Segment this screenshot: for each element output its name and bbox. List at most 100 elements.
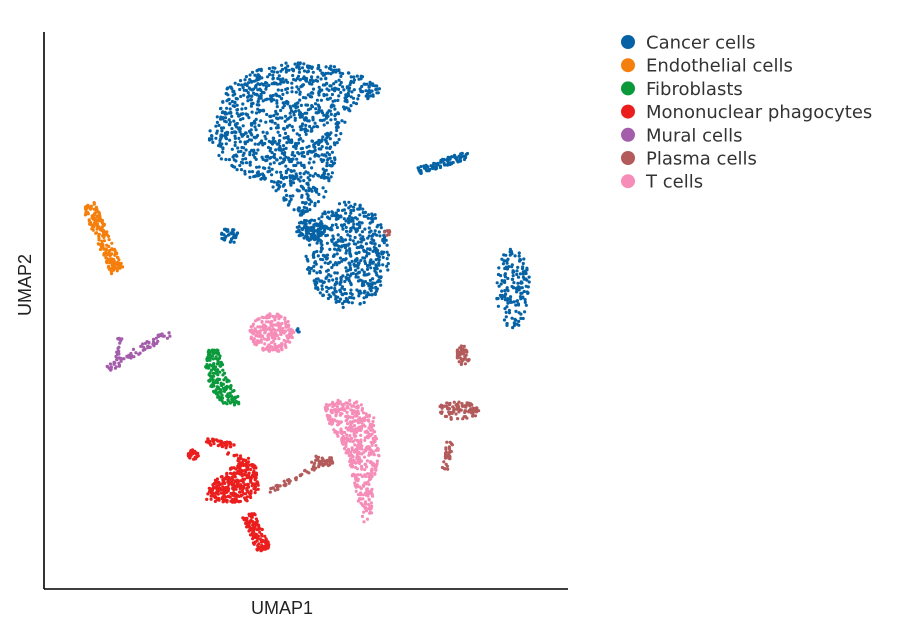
scatter-point bbox=[115, 269, 119, 273]
scatter-point bbox=[335, 430, 340, 434]
scatter-point bbox=[516, 302, 521, 306]
scatter-point bbox=[94, 222, 98, 226]
scatter-point bbox=[214, 392, 218, 396]
scatter-point bbox=[240, 489, 244, 493]
scatter-point bbox=[502, 259, 506, 263]
scatter-point bbox=[357, 426, 361, 430]
scatter-point bbox=[349, 95, 353, 99]
scatter-point bbox=[244, 106, 248, 110]
scatter-point bbox=[276, 130, 280, 134]
scatter-point bbox=[354, 434, 358, 438]
scatter-point bbox=[248, 73, 252, 77]
scatter-point bbox=[276, 88, 280, 92]
scatter-point bbox=[275, 82, 280, 86]
scatter-point bbox=[209, 497, 213, 501]
scatter-point bbox=[320, 284, 324, 288]
scatter-point bbox=[324, 168, 328, 172]
scatter-point bbox=[465, 416, 469, 420]
scatter-point bbox=[449, 410, 453, 415]
scatter-point bbox=[320, 145, 324, 149]
scatter-point bbox=[267, 139, 271, 143]
scatter-point bbox=[327, 153, 332, 157]
scatter-point bbox=[98, 247, 103, 252]
scatter-point bbox=[377, 275, 381, 279]
scatter-point bbox=[340, 285, 344, 289]
scatter-point bbox=[342, 208, 346, 212]
scatter-point bbox=[339, 90, 343, 95]
scatter-point bbox=[300, 113, 304, 117]
scatter-point bbox=[219, 388, 223, 392]
scatter-point bbox=[253, 491, 257, 495]
scatter-point bbox=[334, 261, 338, 265]
scatter-point bbox=[225, 380, 229, 384]
scatter-point bbox=[341, 301, 345, 306]
scatter-point bbox=[349, 283, 353, 287]
scatter-point bbox=[442, 404, 446, 408]
legend-label: Cancer cells bbox=[646, 33, 755, 54]
scatter-point bbox=[365, 293, 369, 298]
scatter-point bbox=[250, 484, 254, 488]
scatter-point bbox=[247, 116, 251, 120]
scatter-point bbox=[324, 65, 328, 69]
scatter-point bbox=[359, 428, 363, 432]
scatter-point bbox=[330, 164, 334, 168]
scatter-point bbox=[455, 407, 459, 411]
scatter-point bbox=[293, 118, 297, 122]
scatter-point bbox=[516, 281, 520, 285]
scatter-point bbox=[361, 237, 365, 242]
scatter-point bbox=[360, 268, 364, 272]
scatter-point bbox=[246, 460, 251, 464]
scatter-point bbox=[134, 351, 138, 355]
scatter-point bbox=[352, 242, 356, 246]
scatter-point bbox=[337, 402, 341, 406]
scatter-point bbox=[154, 336, 158, 340]
scatter-point bbox=[211, 487, 215, 491]
scatter-point bbox=[243, 78, 247, 82]
scatter-point bbox=[283, 131, 288, 135]
scatter-point bbox=[219, 106, 223, 110]
scatter-point bbox=[385, 233, 389, 237]
scatter-point bbox=[503, 275, 507, 279]
scatter-point bbox=[344, 266, 348, 270]
scatter-point bbox=[342, 243, 346, 247]
scatter-point bbox=[336, 98, 340, 102]
scatter-point bbox=[226, 452, 230, 456]
scatter-point bbox=[336, 208, 340, 212]
scatter-point bbox=[352, 419, 356, 423]
scatter-point bbox=[315, 79, 320, 83]
scatter-point bbox=[337, 87, 341, 91]
scatter-point bbox=[352, 222, 356, 226]
scatter-point bbox=[355, 257, 359, 261]
scatter-point bbox=[225, 500, 229, 504]
scatter-point bbox=[350, 425, 354, 429]
scatter-point bbox=[337, 299, 341, 304]
scatter-point bbox=[343, 287, 347, 292]
scatter-point bbox=[365, 472, 370, 476]
scatter-point bbox=[508, 247, 512, 251]
scatter-point bbox=[361, 503, 365, 507]
scatter-point bbox=[206, 355, 210, 359]
scatter-point bbox=[326, 210, 331, 214]
scatter-point bbox=[319, 265, 323, 269]
scatter-point bbox=[245, 525, 249, 529]
scatter-point bbox=[234, 493, 238, 497]
scatter-point bbox=[232, 119, 236, 123]
scatter-point bbox=[317, 110, 321, 114]
scatter-point bbox=[319, 233, 323, 237]
scatter-point bbox=[255, 165, 259, 169]
scatter-point bbox=[443, 163, 447, 167]
scatter-point bbox=[504, 266, 508, 270]
scatter-point bbox=[351, 411, 355, 415]
scatter-point bbox=[215, 439, 220, 443]
scatter-point bbox=[330, 214, 334, 218]
scatter-point bbox=[365, 434, 369, 438]
scatter-point bbox=[471, 412, 475, 416]
scatter-point bbox=[315, 281, 319, 285]
scatter-point bbox=[473, 414, 478, 418]
scatter-point bbox=[326, 215, 330, 219]
scatter-point bbox=[315, 190, 319, 194]
scatter-point bbox=[207, 441, 211, 445]
scatter-point bbox=[447, 456, 451, 460]
scatter-point bbox=[265, 131, 269, 135]
scatter-point bbox=[325, 164, 329, 168]
